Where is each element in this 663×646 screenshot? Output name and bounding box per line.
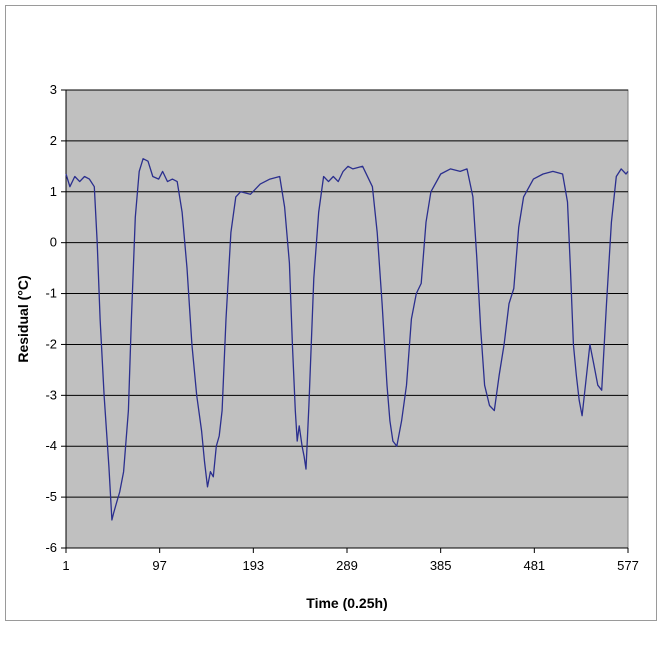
y-tick-label: -5 — [45, 489, 57, 504]
y-tick-label: 0 — [50, 235, 57, 250]
y-tick-label: 1 — [50, 184, 57, 199]
x-tick-label: 385 — [430, 558, 452, 573]
series-line — [65, 158, 629, 521]
x-tick-label: 481 — [523, 558, 545, 573]
y-tick-label: 3 — [50, 82, 57, 97]
x-tick-label: 97 — [152, 558, 166, 573]
y-tick-label: 2 — [50, 133, 57, 148]
y-tick-label: -4 — [45, 438, 57, 453]
x-tick-label: 193 — [242, 558, 264, 573]
y-axis-title: Residual (°C) — [15, 275, 31, 362]
y-tick-label: -3 — [45, 387, 57, 402]
y-tick-label: -1 — [45, 286, 57, 301]
y-axis-ticks: 3 2 1 0 -1 -2 -3 -4 -5 -6 — [45, 82, 66, 555]
series-group — [65, 158, 629, 521]
x-tick-label: 289 — [336, 558, 358, 573]
x-tick-label: 577 — [617, 558, 639, 573]
x-tick-label: 1 — [62, 558, 69, 573]
x-axis-ticks: 1 97 193 289 385 481 577 — [62, 548, 639, 573]
y-tick-label: -6 — [45, 540, 57, 555]
x-axis-title: Time (0.25h) — [306, 595, 387, 611]
plot-area — [65, 89, 629, 549]
y-tick-label: -2 — [45, 336, 57, 351]
